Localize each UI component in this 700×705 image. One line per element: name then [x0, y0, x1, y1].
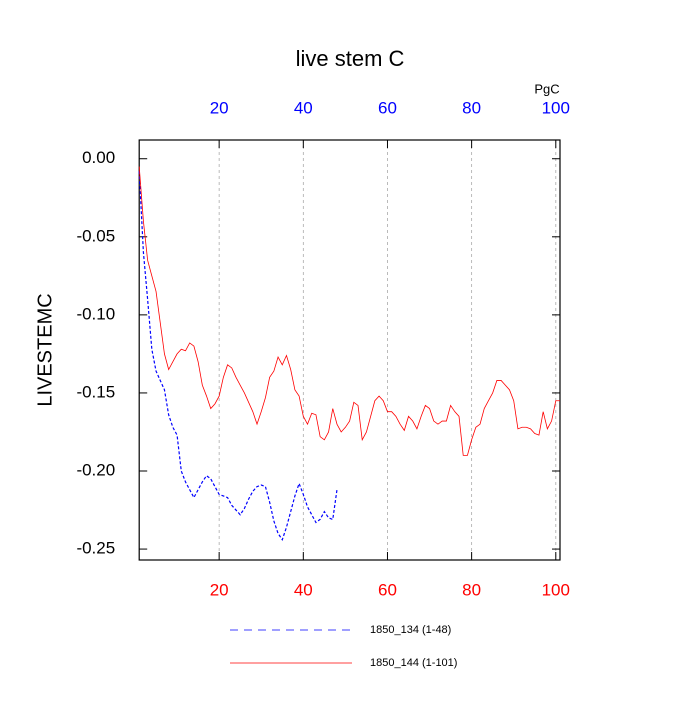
data-line	[138, 166, 560, 456]
legend-label: 1850_134 (1-48)	[370, 624, 451, 636]
x-tick-label: 100	[542, 580, 570, 599]
x2-tick-label: 60	[378, 98, 397, 117]
data-line	[138, 171, 338, 542]
y-tick-label: 0.00	[82, 148, 115, 167]
legend-label: 1850_144 (1-101)	[370, 657, 457, 669]
x-tick-label: 40	[294, 580, 313, 599]
y-axis-label: LIVESTEMC	[34, 293, 56, 406]
x-tick-label: 80	[462, 580, 481, 599]
y-tick-label: -0.15	[76, 382, 115, 401]
x-tick-label: 20	[210, 580, 229, 599]
y-tick-label: -0.25	[76, 539, 115, 558]
x2-axis-label: PgC	[534, 81, 559, 96]
x2-tick-label: 20	[210, 98, 229, 117]
y-tick-label: -0.05	[76, 226, 115, 245]
chart-title: live stem C	[296, 46, 405, 71]
x2-tick-label: 100	[542, 98, 570, 117]
y-tick-label: -0.10	[76, 304, 115, 323]
y-tick-label: -0.20	[76, 460, 115, 479]
plot-frame	[138, 139, 561, 561]
x-tick-label: 60	[378, 580, 397, 599]
x2-tick-label: 80	[462, 98, 481, 117]
x2-tick-label: 40	[294, 98, 313, 117]
